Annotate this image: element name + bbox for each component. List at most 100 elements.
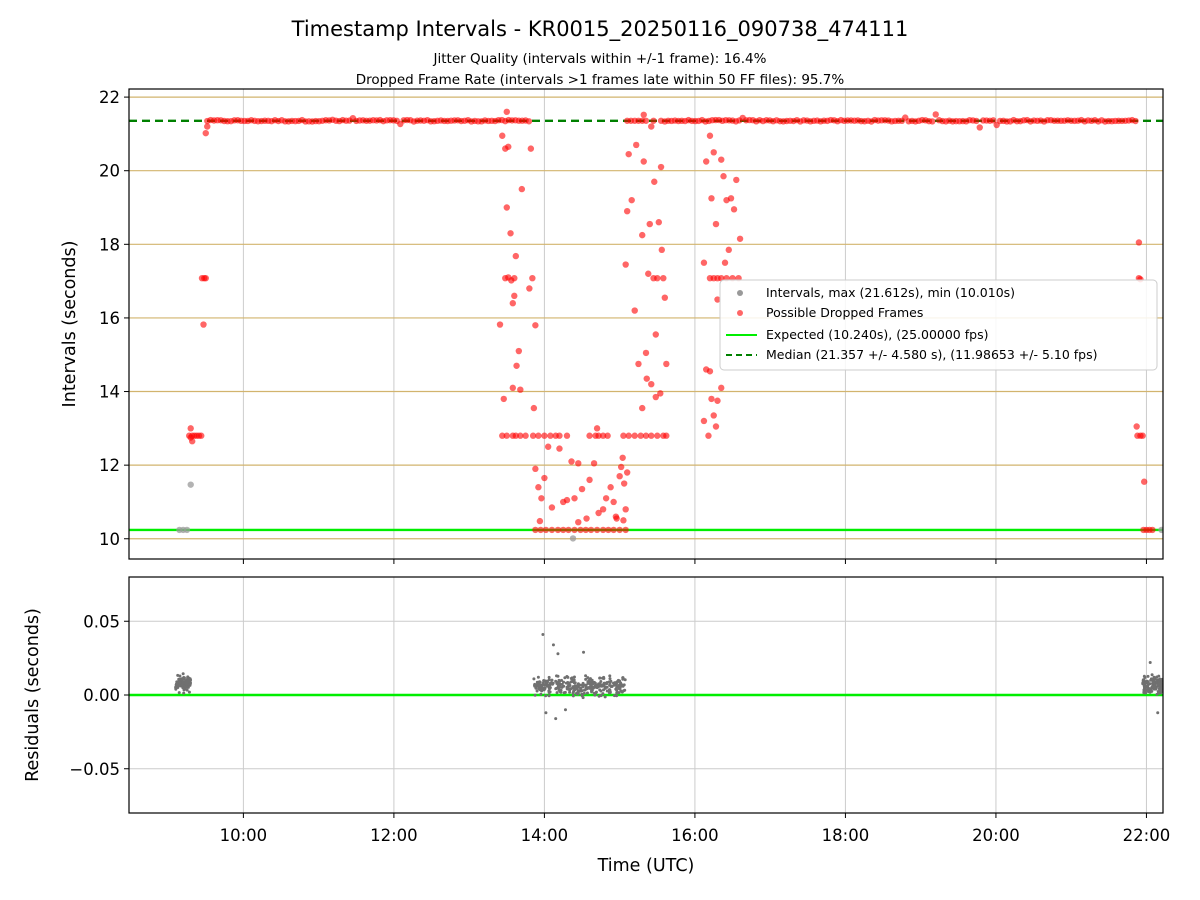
dropped-point-115 [616,526,623,534]
dropped-point-56 [599,432,607,439]
dropped-point-193 [1140,478,1148,485]
residual-point-369 [591,685,595,689]
residual-outlier-5 [544,711,548,715]
dropped-run-point-176 [932,111,939,118]
residual-point-190 [603,695,607,699]
bot-xtick-label-2: 14:00 [521,826,569,845]
legend-marker-intervals [737,290,743,296]
dropped-point-77 [568,458,575,465]
residual-point-324 [582,688,586,692]
residual-point-522 [1152,675,1156,679]
dropped-point-132 [660,274,667,282]
residual-point-387 [603,686,607,690]
residual-point-518 [1143,688,1147,692]
residual-point-486 [1146,686,1150,690]
top-ytick-label-3: 16 [99,309,120,328]
dropped-point-162 [708,195,715,202]
dropped-point-25 [518,185,526,193]
dropped-point-178 [706,368,714,375]
dropped-point-46 [529,432,537,439]
intervals-y-ticks: 10 12 14 16 18 20 22 [99,88,1147,564]
dropped-point-169 [733,176,740,184]
interval-point-3 [187,481,194,488]
dropped-point-180 [705,432,712,439]
bot-xtick-label-5: 20:00 [972,826,1020,845]
dropped-point-94 [617,463,625,471]
dropped-point-44 [517,432,524,439]
residual-point-492 [1157,674,1161,678]
residual-point-366 [551,681,555,685]
dropped-point-189 [1133,423,1140,430]
dropped-point-28 [532,322,539,329]
residual-point-389 [565,675,569,679]
top-ytick-label-5: 20 [99,162,120,181]
residual-point-349 [621,677,625,681]
dropped-point-79 [575,460,582,467]
residual-point-394 [605,682,609,686]
dropped-point-12 [200,321,207,328]
residual-point-266 [544,694,548,698]
interval-point-5 [1158,526,1163,534]
legend-intervals: Intervals, max (21.612s), min (10.010s) [766,285,1015,300]
residual-point-331 [586,676,590,680]
dropped-point-181 [710,412,717,419]
dropped-point-41 [503,432,510,439]
dropped-point-57 [604,432,611,439]
dropped-point-138 [628,196,635,204]
dropped-point-23 [509,300,516,307]
residual-point-395 [602,682,606,686]
dropped-point-171 [725,246,732,254]
dropped-point-96 [536,517,544,525]
residual-point-346 [556,674,560,678]
residual-point-376 [599,684,603,688]
residual-point-352 [598,688,602,692]
dropped-point-6 [198,432,205,439]
dropped-point-127 [652,331,659,338]
residual-point-358 [545,679,549,683]
residual-point-347 [533,682,537,686]
residual-point-355 [579,686,583,690]
residual-point-21 [185,688,189,692]
residual-point-383 [615,694,619,698]
residual-point-327 [585,691,589,695]
interval-point-2 [183,526,191,534]
residual-point-135 [555,691,559,695]
dropped-point-36 [509,384,516,392]
residual-point-76 [182,691,186,695]
residual-point-408 [602,675,606,679]
residual-point-524 [1148,687,1152,691]
dropped-point-119 [635,360,642,368]
residual-point-284 [593,693,597,697]
dropped-point-154 [700,259,708,266]
residual-point-365 [543,683,547,687]
dropped-point-102 [542,526,550,534]
residual-point-227 [608,677,612,681]
residuals-panel: 10:00 12:00 14:00 16:00 18:00 20:00 22:00 0.05 0… [23,576,1170,876]
residual-point-337 [556,683,560,687]
top-ytick-label-1: 12 [99,456,120,475]
residual-point-13 [182,688,186,692]
residual-point-392 [540,684,544,688]
dropped-run-point-193 [990,117,997,124]
dropped-point-18 [511,274,518,282]
residual-point-270 [560,685,564,689]
residual-point-529 [1146,674,1150,678]
residual-point-507 [1143,681,1147,685]
dropped-point-174 [710,149,717,156]
dropped-point-97 [575,518,582,526]
dropped-point-22 [511,292,518,300]
dropped-point-49 [547,432,554,439]
residual-point-406 [585,685,589,689]
dropped-point-98 [612,513,620,520]
legend-marker-dropped [737,310,743,316]
dropped-point-109 [582,526,589,534]
residual-point-335 [584,674,588,678]
dropped-point-32 [503,108,510,116]
dropped-point-20 [507,230,514,237]
dropped-point-122 [642,349,650,357]
dropped-point-26 [529,274,536,282]
top-ytick-label-0: 10 [99,530,120,549]
residual-point-469 [1155,692,1159,696]
legend-median: Median (21.357 +/- 4.580 s), (11.98653 +… [766,347,1097,362]
dropped-point-168 [730,206,738,213]
